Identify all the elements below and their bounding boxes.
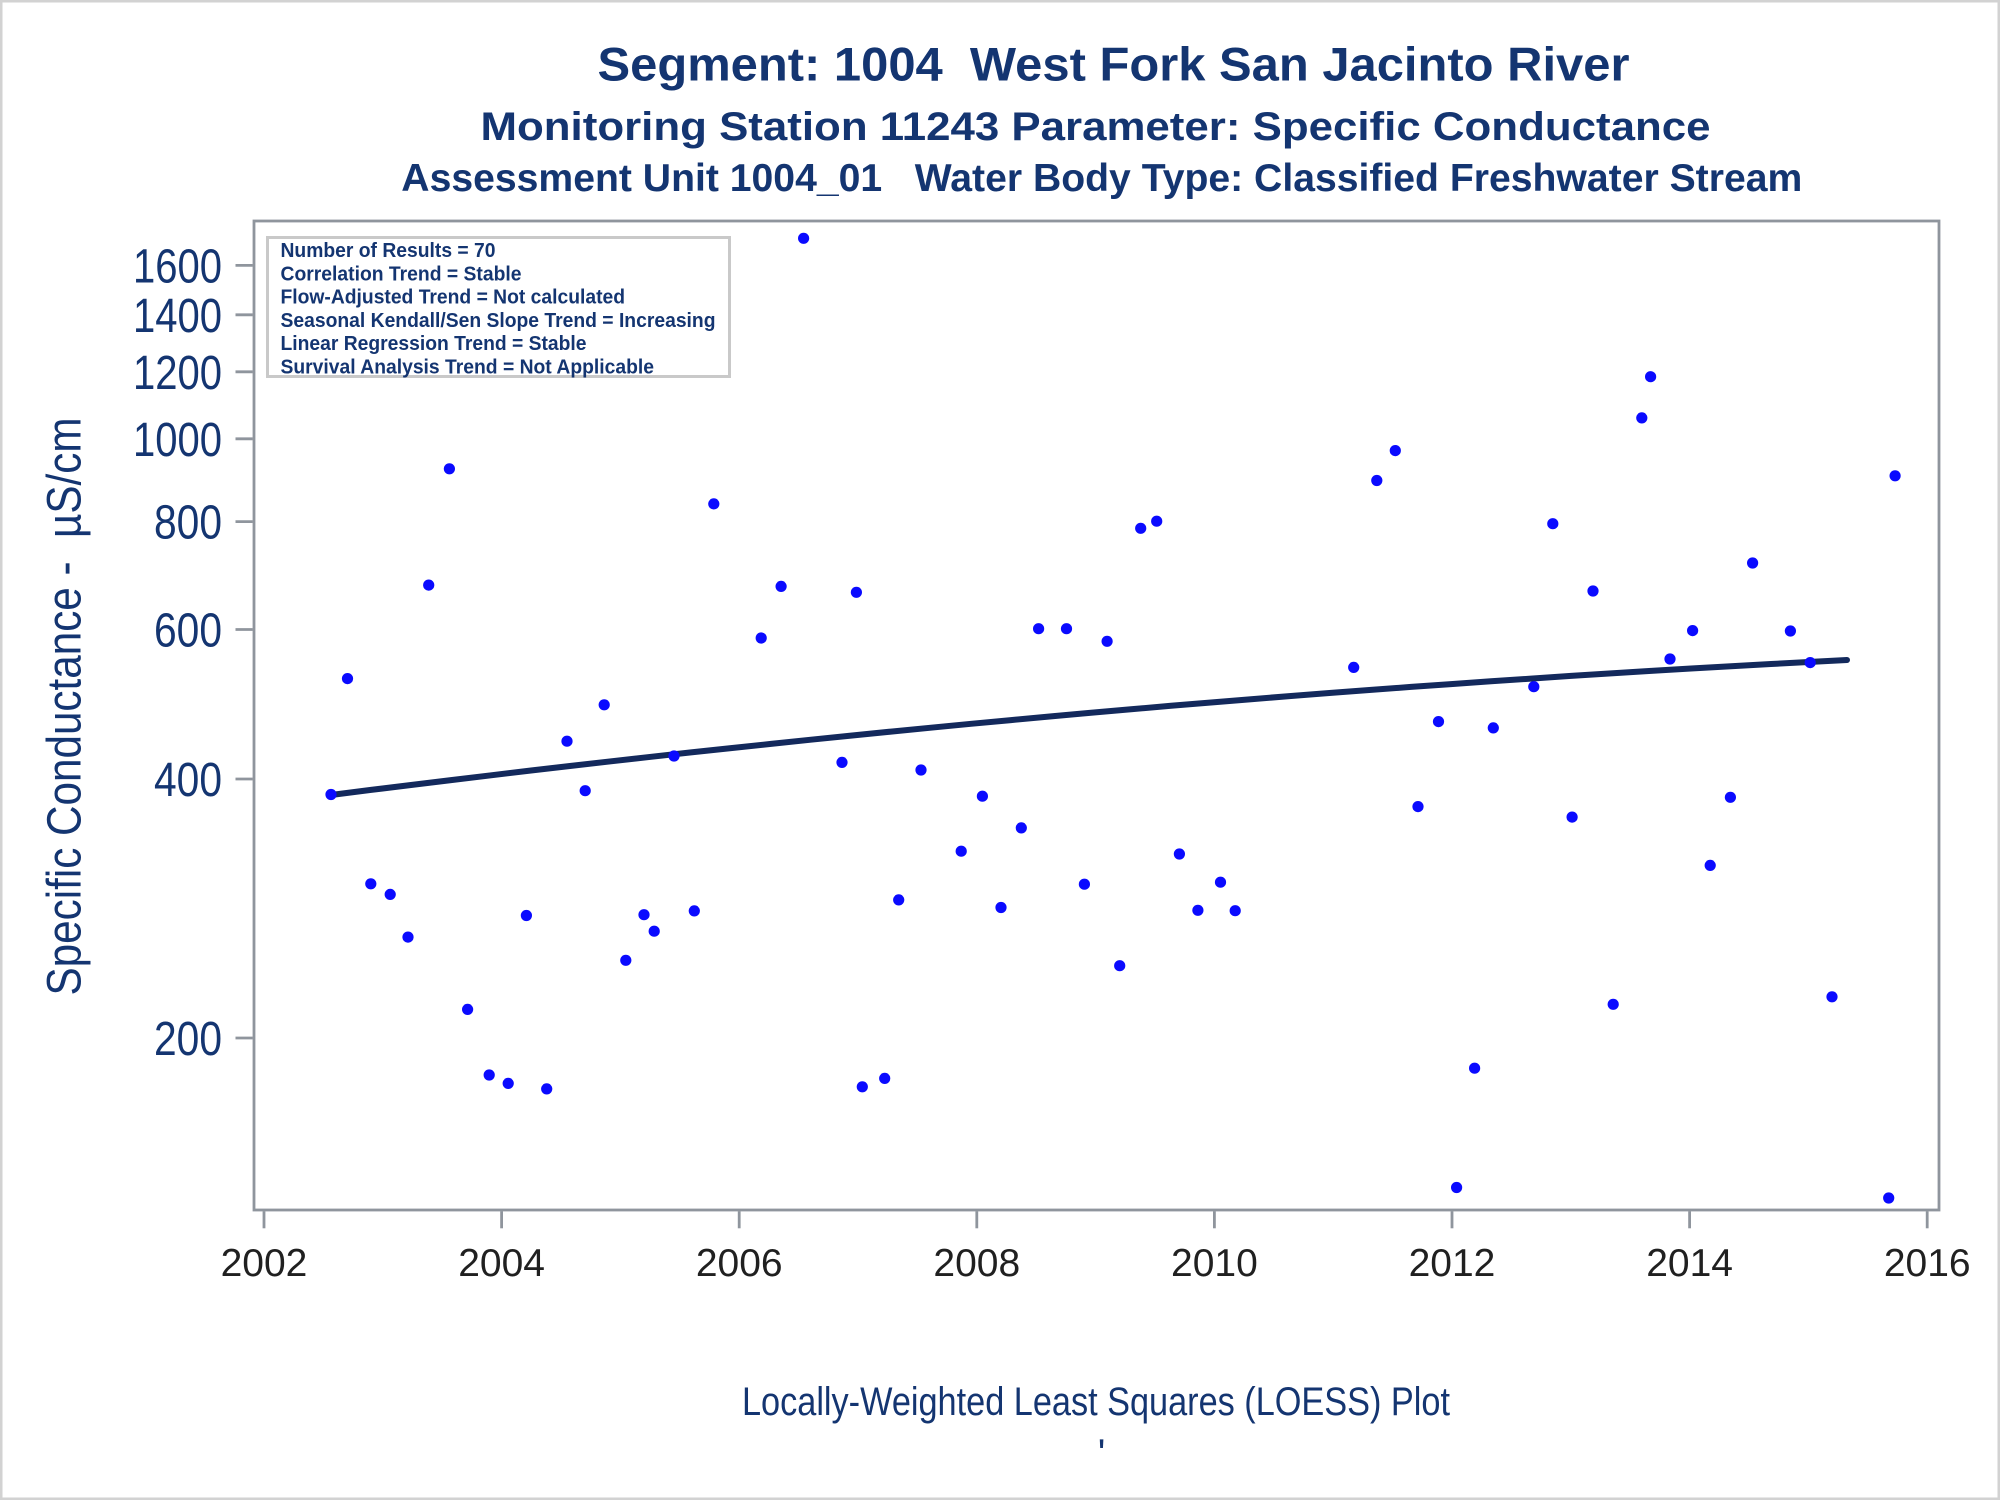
svg-text:Flow-Adjusted Trend = Not calc: Flow-Adjusted Trend = Not calculated xyxy=(281,287,626,309)
svg-text:Linear Regression Trend = Stab: Linear Regression Trend = Stable xyxy=(281,333,587,355)
svg-text:Number of Results = 70: Number of Results = 70 xyxy=(281,240,496,262)
svg-text:600: 600 xyxy=(154,605,222,658)
svg-text:Segment: 1004 West Fork San J: Segment: 1004 West Fork San Jacinto Rive… xyxy=(598,38,1630,91)
svg-text:': ' xyxy=(1098,1432,1106,1476)
svg-text:1400: 1400 xyxy=(133,290,222,343)
svg-text:2002: 2002 xyxy=(221,1242,308,1285)
svg-text:2012: 2012 xyxy=(1409,1242,1496,1285)
svg-text:1200: 1200 xyxy=(133,347,222,400)
svg-text:2006: 2006 xyxy=(696,1242,783,1285)
svg-text:2014: 2014 xyxy=(1646,1242,1733,1285)
svg-text:400: 400 xyxy=(154,754,222,807)
svg-text:Survival Analysis Trend = Not: Survival Analysis Trend = Not Applicable xyxy=(281,357,655,379)
svg-text:2010: 2010 xyxy=(1171,1242,1258,1285)
svg-text:2008: 2008 xyxy=(933,1242,1020,1285)
svg-text:2004: 2004 xyxy=(458,1242,545,1285)
svg-text:Monitoring Station 11243 Param: Monitoring Station 11243 Parameter: Spec… xyxy=(481,105,1711,149)
svg-text:Assessment Unit 1004_01 Wate: Assessment Unit 1004_01 Water Body Type:… xyxy=(401,157,1802,200)
svg-text:1000: 1000 xyxy=(133,414,222,467)
svg-text:800: 800 xyxy=(154,497,222,550)
svg-text:Locally-Weighted Least Squares: Locally-Weighted Least Squares (LOESS) P… xyxy=(742,1380,1450,1424)
svg-text:Seasonal Kendall/Sen Slope Tre: Seasonal Kendall/Sen Slope Trend = Incre… xyxy=(281,310,716,332)
svg-text:Specific Conductance - µS/cm: Specific Conductance - µS/cm xyxy=(38,418,92,996)
svg-text:200: 200 xyxy=(154,1013,222,1066)
svg-text:1600: 1600 xyxy=(133,240,222,293)
svg-text:Correlation Trend = Stable: Correlation Trend = Stable xyxy=(281,263,522,285)
svg-text:2016: 2016 xyxy=(1884,1242,1971,1285)
